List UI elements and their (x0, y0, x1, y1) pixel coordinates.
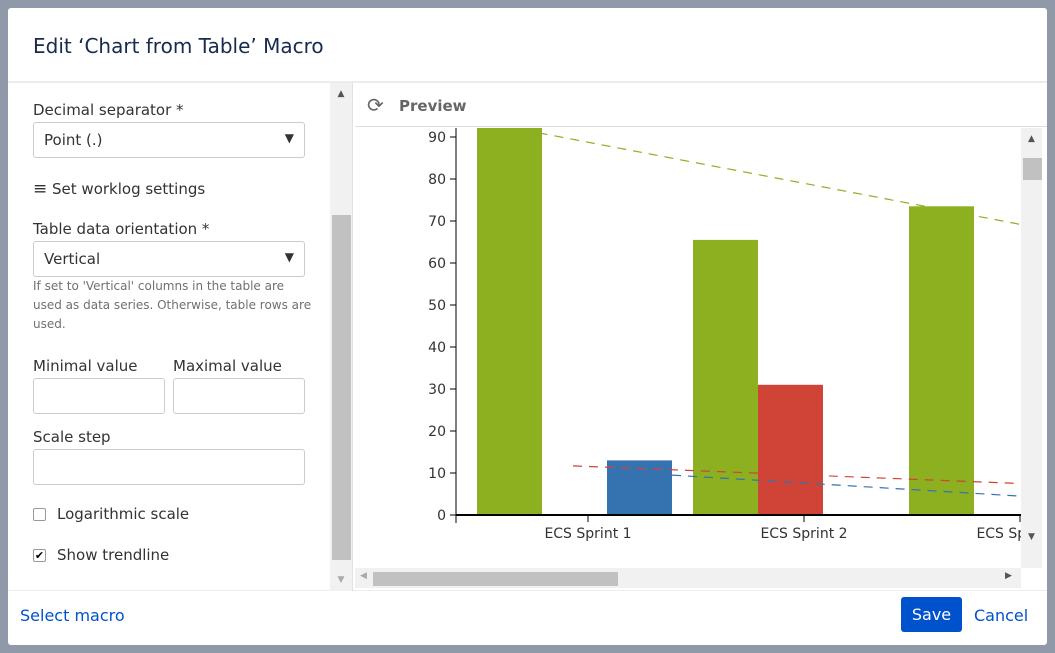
preview-panel: ⟳ Preview 0 10 20 30 40 50 60 70 80 90 ECS Sprint 1… (355, 83, 1047, 591)
orientation-help: If set to 'Vertical' columns in the tabl… (33, 279, 312, 331)
y-tick-label: 80 (428, 172, 446, 188)
bar (758, 384, 823, 515)
log-scale-label: Logarithmic scale (57, 505, 190, 523)
select-macro-link[interactable]: Select macro (20, 606, 125, 625)
bar (909, 206, 974, 516)
orientation-label: Table data orientation * (33, 220, 210, 238)
x-tick-label: ECS Sprint 1 (544, 526, 631, 542)
trendline (671, 474, 1021, 497)
y-tick-label: 0 (437, 508, 446, 524)
y-tick-label: 40 (428, 340, 446, 356)
scale-step-label: Scale step (33, 428, 111, 446)
x-tick-label: ECS Sprint 3 (976, 526, 1021, 542)
chevron-down-icon: ▼ (284, 250, 294, 264)
log-scale-checkbox[interactable] (33, 508, 46, 521)
y-tick-label: 10 (428, 466, 446, 482)
worklog-settings-link[interactable]: ≡ Set worklog settings (33, 179, 205, 199)
decimal-separator-select[interactable]: Point (.) ▼ (33, 122, 305, 158)
max-label: Maximal value (173, 357, 282, 375)
chart-horizontal-scrollbar[interactable]: ◀ ▶ (355, 568, 1021, 588)
select-value: Point (.) (44, 131, 103, 149)
preview-title: Preview (399, 97, 467, 115)
dialog-title: Edit ‘Chart from Table’ Macro (33, 34, 324, 58)
y-tick-label: 20 (428, 424, 446, 440)
max-value-input[interactable] (173, 378, 305, 414)
min-label: Minimal value (33, 357, 138, 375)
settings-panel: Decimal separator * Point (.) ▼ ≡ Set wor… (8, 83, 353, 591)
macro-dialog: Edit ‘Chart from Table’ Macro Decimal se… (8, 8, 1047, 645)
chart-vertical-scrollbar[interactable]: ▲ ▼ (1021, 128, 1042, 568)
bar-chart: 0 10 20 30 40 50 60 70 80 90 ECS Sprint 1 ECS Sprin… (428, 128, 1021, 542)
trendline (522, 129, 1021, 225)
trendline (572, 465, 1021, 485)
bar (693, 239, 758, 515)
bar (477, 128, 542, 516)
y-tick-label: 90 (428, 130, 446, 146)
worklog-link-text: Set worklog settings (52, 180, 206, 198)
select-value: Vertical (44, 250, 101, 268)
min-value-input[interactable] (33, 378, 165, 414)
menu-icon: ≡ (33, 179, 48, 199)
trendline-label: Show trendline (57, 546, 170, 564)
settings-scrollbar[interactable]: ▲ ▼ (330, 83, 352, 591)
save-button[interactable]: Save (901, 597, 962, 632)
trendline-checkbox[interactable]: ✔ (33, 549, 46, 562)
refresh-icon[interactable]: ⟳ (367, 93, 384, 117)
chevron-down-icon: ▼ (284, 131, 294, 145)
y-tick-label: 50 (428, 298, 446, 314)
y-tick-label: 30 (428, 382, 446, 398)
y-tick-label: 70 (428, 214, 446, 230)
y-tick-label: 60 (428, 256, 446, 272)
cancel-link[interactable]: Cancel (974, 606, 1029, 625)
x-tick-label: ECS Sprint 2 (760, 526, 847, 542)
orientation-select[interactable]: Vertical ▼ (33, 241, 305, 277)
scale-step-input[interactable] (33, 449, 305, 485)
decimal-separator-label: Decimal separator * (33, 101, 184, 119)
